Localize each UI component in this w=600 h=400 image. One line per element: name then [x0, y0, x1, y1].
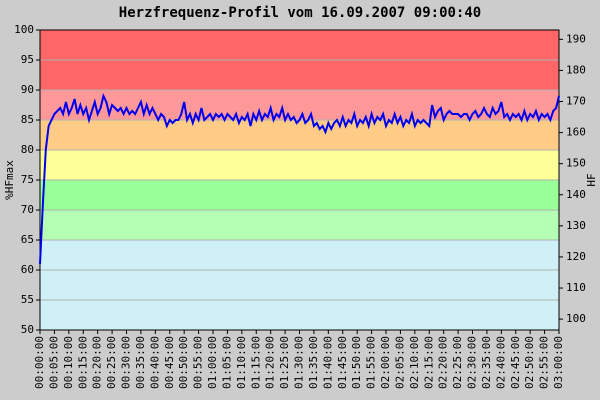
y2-tick-label: 140 [566, 188, 586, 201]
x-tick-label: 00:15:00 [76, 336, 89, 389]
y2-tick-label: 190 [566, 32, 586, 45]
x-tick-label: 02:45:00 [509, 336, 522, 389]
x-tick-label: 02:10:00 [408, 336, 421, 389]
y2-axis-label: HF [585, 173, 598, 186]
y-tick-label: 95 [21, 53, 34, 66]
y2-tick-label: 110 [566, 281, 586, 294]
y-tick-label: 70 [21, 203, 34, 216]
x-tick-label: 02:40:00 [494, 336, 507, 389]
x-tick-label: 01:15:00 [249, 336, 262, 389]
x-tick-label: 01:40:00 [321, 336, 334, 389]
chart-title: Herzfrequenz-Profil vom 16.09.2007 09:00… [119, 5, 481, 21]
y-tick-label: 65 [21, 233, 34, 246]
y-tick-label: 100 [14, 23, 34, 36]
x-tick-label: 01:55:00 [365, 336, 378, 389]
x-tick-label: 02:00:00 [379, 336, 392, 389]
x-tick-label: 00:20:00 [91, 336, 104, 389]
y-axis-label: %HFmax [3, 160, 16, 200]
y2-tick-label: 160 [566, 126, 586, 139]
x-tick-label: 02:35:00 [480, 336, 493, 389]
plot-area [40, 29, 559, 331]
x-tick-label: 00:45:00 [163, 336, 176, 389]
hr-line [39, 93, 560, 265]
zone-band [40, 240, 559, 330]
zone-band [40, 90, 559, 120]
y2-tick-label: 170 [566, 95, 586, 108]
y2-tick-label: 150 [566, 157, 586, 170]
x-tick-label: 01:45:00 [336, 336, 349, 389]
x-tick-label: 02:30:00 [466, 336, 479, 389]
y-tick-label: 75 [21, 173, 34, 186]
zone-band [40, 120, 559, 150]
x-tick-label: 01:35:00 [307, 336, 320, 389]
x-tick-label: 00:25:00 [105, 336, 118, 389]
x-tick-label: 00:55:00 [192, 336, 205, 389]
zone-band [40, 210, 559, 240]
x-tick-label: 01:30:00 [293, 336, 306, 389]
zone-band [40, 180, 559, 210]
x-tick-label: 00:50:00 [177, 336, 190, 389]
x-tick-label: 02:15:00 [422, 336, 435, 389]
x-tick-label: 02:20:00 [437, 336, 450, 389]
x-tick-label: 02:25:00 [451, 336, 464, 389]
x-tick-label: 00:00:00 [33, 336, 46, 389]
x-tick-label: 01:10:00 [235, 336, 248, 389]
zone-band [40, 150, 559, 180]
y2-tick-label: 120 [566, 250, 586, 263]
y-tick-label: 90 [21, 83, 34, 96]
x-tick-label: 02:05:00 [393, 336, 406, 389]
y-tick-label: 80 [21, 143, 34, 156]
x-tick-label: 01:50:00 [350, 336, 363, 389]
x-tick-label: 01:05:00 [220, 336, 233, 389]
x-tick-label: 00:35:00 [134, 336, 147, 389]
x-tick-label: 00:40:00 [148, 336, 161, 389]
y2-tick-label: 130 [566, 219, 586, 232]
y2-tick-label: 100 [566, 312, 586, 325]
x-tick-label: 03:00:00 [552, 336, 565, 389]
y-tick-label: 55 [21, 293, 34, 306]
x-tick-label: 01:25:00 [278, 336, 291, 389]
x-tick-label: 02:50:00 [523, 336, 536, 389]
y-tick-label: 60 [21, 263, 34, 276]
y-tick-label: 50 [21, 323, 34, 336]
plot-frame [39, 29, 560, 331]
x-tick-label: 00:30:00 [120, 336, 133, 389]
y-tick-label: 85 [21, 113, 34, 126]
x-tick-label: 01:00:00 [206, 336, 219, 389]
x-tick-label: 02:55:00 [538, 336, 551, 389]
y2-tick-label: 180 [566, 63, 586, 76]
x-tick-label: 00:05:00 [47, 336, 60, 389]
x-tick-label: 01:20:00 [264, 336, 277, 389]
x-tick-label: 00:10:00 [62, 336, 75, 389]
